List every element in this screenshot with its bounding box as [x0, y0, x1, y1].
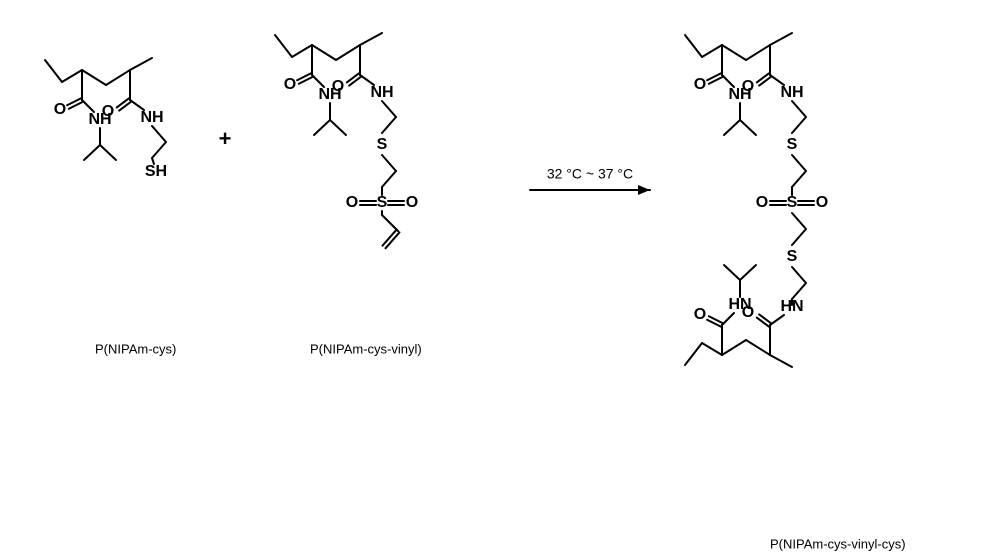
atom-O: O: [756, 194, 768, 211]
atom-NH: NH: [140, 109, 163, 126]
atom-O: O: [816, 194, 828, 211]
molecule-b: ONHONHSSOO: [275, 33, 418, 248]
label-reactant-b: P(NIPAm-cys-vinyl): [310, 341, 422, 356]
label-reactant-a: P(NIPAm-cys): [95, 341, 176, 356]
atom-S: S: [377, 136, 388, 153]
atom-O: O: [54, 101, 66, 118]
atom-O: O: [284, 76, 296, 93]
atom-S-sulfone: S: [787, 194, 798, 211]
atom-O: O: [102, 103, 114, 120]
atom-O: O: [742, 304, 754, 321]
atom-S: S: [787, 136, 798, 153]
atom-SH: SH: [145, 163, 167, 180]
molecule-a: ONHONHSH: [45, 58, 167, 180]
atom-NH: NH: [370, 84, 393, 101]
atom-S-sulfone: S: [377, 194, 388, 211]
atom-O: O: [694, 306, 706, 323]
atom-NH: NH: [780, 84, 803, 101]
atom-S: S: [787, 248, 798, 265]
atom-O: O: [346, 194, 358, 211]
atom-O: O: [406, 194, 418, 211]
reaction-arrow: [530, 185, 650, 195]
atom-O: O: [694, 76, 706, 93]
molecule-c: ONHONHSSOOSOHNOHN: [685, 33, 828, 367]
label-product: P(NIPAm-cys-vinyl-cys): [770, 536, 906, 551]
plus-sign: +: [219, 126, 232, 151]
atom-O: O: [742, 78, 754, 95]
arrow-condition: 32 °C ~ 37 °C: [547, 166, 633, 182]
atom-O: O: [332, 78, 344, 95]
